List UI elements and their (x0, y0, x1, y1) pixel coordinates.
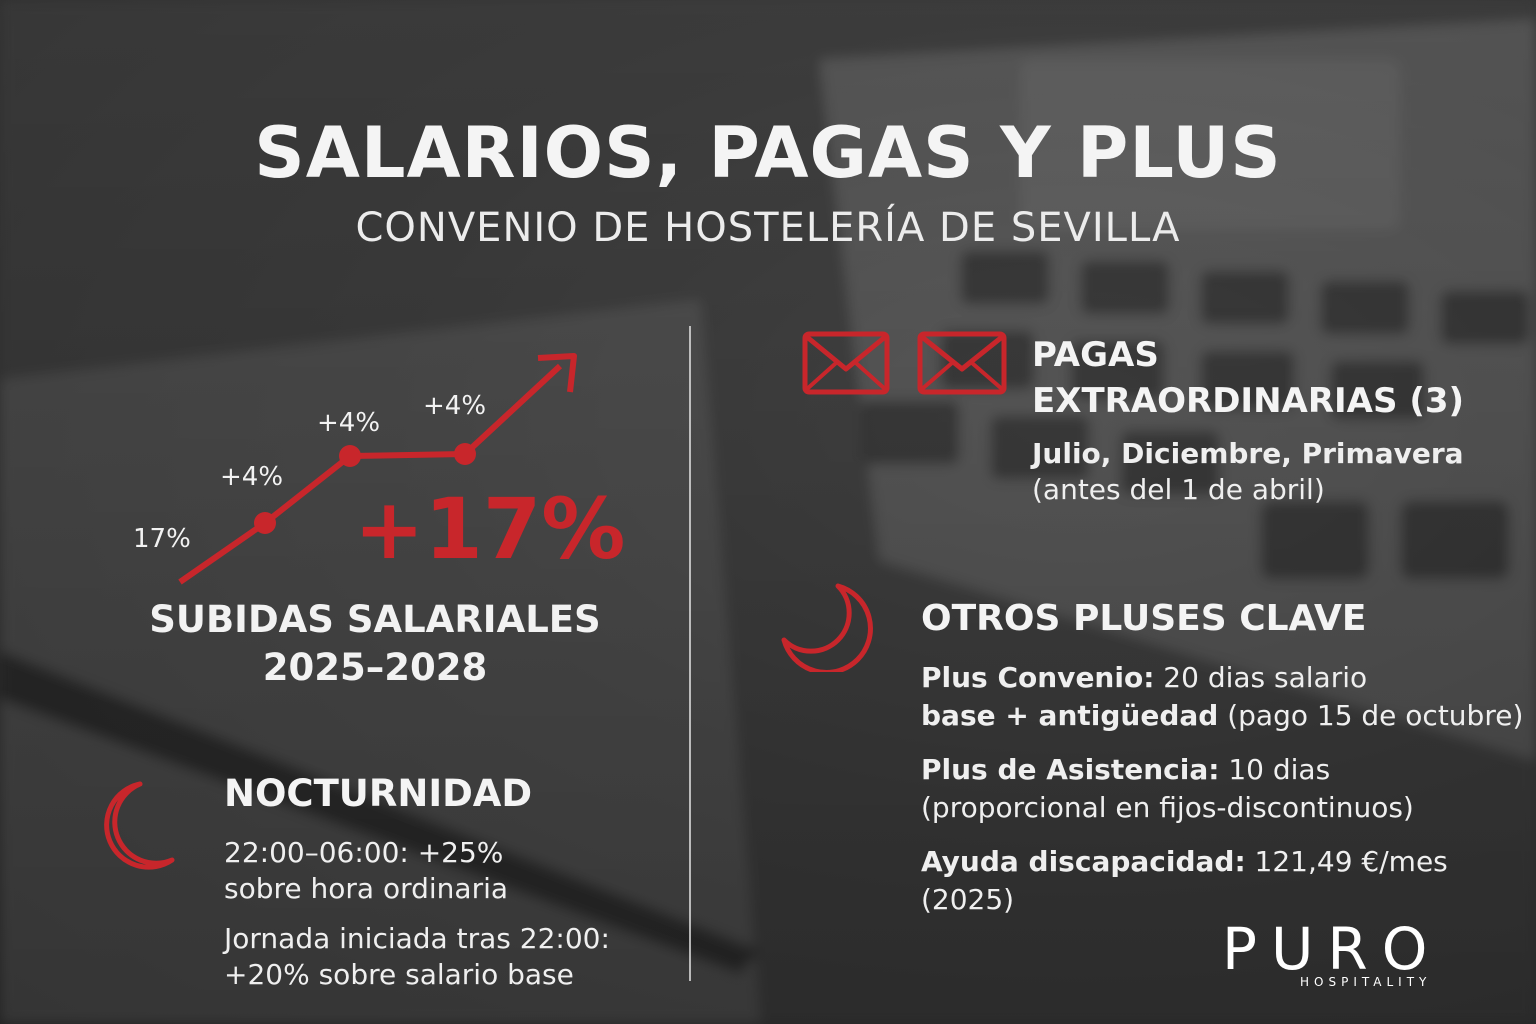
raises-heading-line1: SUBIDAS SALARIALES (149, 598, 601, 641)
page-title: SALARIOS, PAGAS Y PLUS (254, 112, 1282, 194)
pagas-heading-line2: EXTRAORDINARIAS (3) (1032, 381, 1465, 421)
plus-convenio-cont: base + antigüedad (pago 15 de octubre) (921, 697, 1523, 735)
pluses-heading: OTROS PLUSES CLAVE (921, 598, 1367, 639)
pagas-heading-line1: PAGAS (1032, 335, 1159, 375)
trend-point (339, 445, 361, 467)
plus-asistencia-cont: (proporcional en fijos-discontinuos) (921, 791, 1414, 824)
raises-heading: SUBIDAS SALARIALES 2025–2028 (130, 596, 620, 692)
envelope-icon (917, 331, 1007, 395)
step-label: +4% (317, 408, 381, 438)
start-label: 17% (133, 524, 191, 554)
plus-convenio-label: Plus Convenio: (921, 661, 1155, 694)
nocturnidad-details: 22:00–06:00: +25% sobre hora ordinaria J… (224, 835, 610, 993)
raises-heading-line2: 2025–2028 (262, 646, 488, 689)
plus-asistencia-text: 10 dias (1219, 753, 1331, 786)
plus-asistencia: Plus de Asistencia: 10 dias (921, 751, 1523, 789)
nocturnidad-line: +20% sobre salario base (224, 958, 574, 991)
brand-logo: PURO (1222, 915, 1442, 983)
plus-convenio-text: 20 dias salario (1154, 661, 1368, 694)
plus-convenio: Plus Convenio: 20 dias salario (921, 659, 1523, 697)
plus-convenio-bold: base + antigüedad (921, 699, 1219, 732)
plus-discapacidad: Ayuda discapacidad: 121,49 €/mes (921, 843, 1523, 881)
crescent-moon-icon (104, 781, 175, 870)
pagas-heading: PAGAS EXTRAORDINARIAS (3) (1032, 332, 1464, 424)
pagas-note: (antes del 1 de abril) (1032, 473, 1325, 506)
crescent-moon-icon (781, 583, 873, 672)
nocturnidad-line: 22:00–06:00: +25% (224, 836, 504, 869)
pluses-details: Plus Convenio: 20 dias salario base + an… (921, 659, 1523, 919)
nocturnidad-line: sobre hora ordinaria (224, 872, 509, 905)
nocturnidad-heading: NOCTURNIDAD (224, 772, 533, 815)
brand-tagline: HOSPITALITY (1300, 975, 1432, 989)
envelope-icon (802, 331, 890, 395)
page-subtitle: CONVENIO DE HOSTELERÍA DE SEVILLA (355, 205, 1181, 251)
column-divider (689, 326, 691, 981)
total-raise: +17% (354, 480, 626, 578)
pagas-details: Julio, Diciembre, Primavera (antes del 1… (1032, 436, 1464, 508)
trend-arrow-icon (178, 353, 577, 585)
plus-discapacidad-label: Ayuda discapacidad: (921, 845, 1246, 878)
trend-point (454, 443, 476, 465)
trend-point (254, 512, 276, 534)
nocturnidad-line: Jornada iniciada tras 22:00: (224, 922, 610, 955)
plus-discapacidad-text: 121,49 €/mes (1245, 845, 1448, 878)
pagas-months: Julio, Diciembre, Primavera (1032, 437, 1464, 470)
plus-convenio-text: (pago 15 de octubre) (1218, 699, 1524, 732)
plus-discapacidad-cont: (2025) (921, 883, 1015, 916)
step-label: +4% (423, 391, 487, 421)
step-label: +4% (220, 462, 284, 492)
plus-asistencia-label: Plus de Asistencia: (921, 753, 1220, 786)
